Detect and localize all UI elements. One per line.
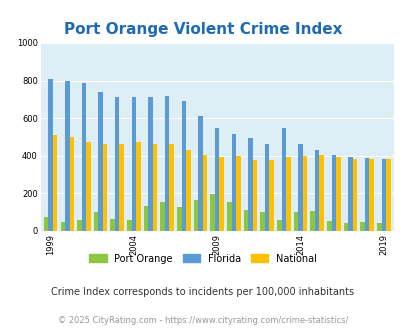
Bar [277,220,281,231]
Bar [381,159,385,231]
Bar [148,96,152,231]
Bar [81,83,86,231]
Bar [293,212,298,231]
Bar [385,159,390,231]
Bar [102,144,107,231]
Bar [331,155,335,231]
Bar [94,212,98,231]
Bar [298,144,302,231]
Bar [376,222,381,231]
Bar [248,138,252,231]
Bar [286,157,290,231]
Bar [181,101,185,231]
Bar [310,211,314,231]
Bar [226,202,231,231]
Bar [364,158,369,231]
Bar [281,128,286,231]
Bar [185,150,190,231]
Bar [44,217,48,231]
Bar [260,212,264,231]
Bar [60,222,65,231]
Bar [131,97,136,231]
Text: Crime Index corresponds to incidents per 100,000 inhabitants: Crime Index corresponds to incidents per… [51,287,354,297]
Bar [202,155,207,231]
Bar [65,81,69,231]
Bar [193,200,198,231]
Bar [53,135,57,231]
Bar [115,97,119,231]
Bar [269,159,273,231]
Bar [335,157,340,231]
Bar [177,208,181,231]
Bar [219,157,224,231]
Bar [152,144,157,231]
Bar [143,206,148,231]
Bar [198,116,202,231]
Bar [347,157,352,231]
Bar [264,145,269,231]
Legend: Port Orange, Florida, National: Port Orange, Florida, National [85,249,320,267]
Text: © 2025 CityRating.com - https://www.cityrating.com/crime-statistics/: © 2025 CityRating.com - https://www.city… [58,315,347,325]
Bar [136,142,140,231]
Bar [314,150,319,231]
Bar [169,145,174,231]
Bar [252,160,257,231]
Bar [98,92,102,231]
Bar [110,219,115,231]
Bar [243,210,248,231]
Bar [164,96,169,231]
Bar [343,223,347,231]
Bar [360,222,364,231]
Bar [127,220,131,231]
Bar [319,155,323,231]
Text: Port Orange Violent Crime Index: Port Orange Violent Crime Index [64,22,341,37]
Bar [119,144,124,231]
Bar [352,159,356,231]
Bar [231,134,236,231]
Bar [210,194,214,231]
Bar [69,137,74,231]
Bar [369,159,373,231]
Bar [48,79,53,231]
Bar [160,202,164,231]
Bar [236,156,240,231]
Bar [326,221,331,231]
Bar [302,156,307,231]
Bar [77,220,81,231]
Bar [86,142,90,231]
Bar [214,128,219,231]
